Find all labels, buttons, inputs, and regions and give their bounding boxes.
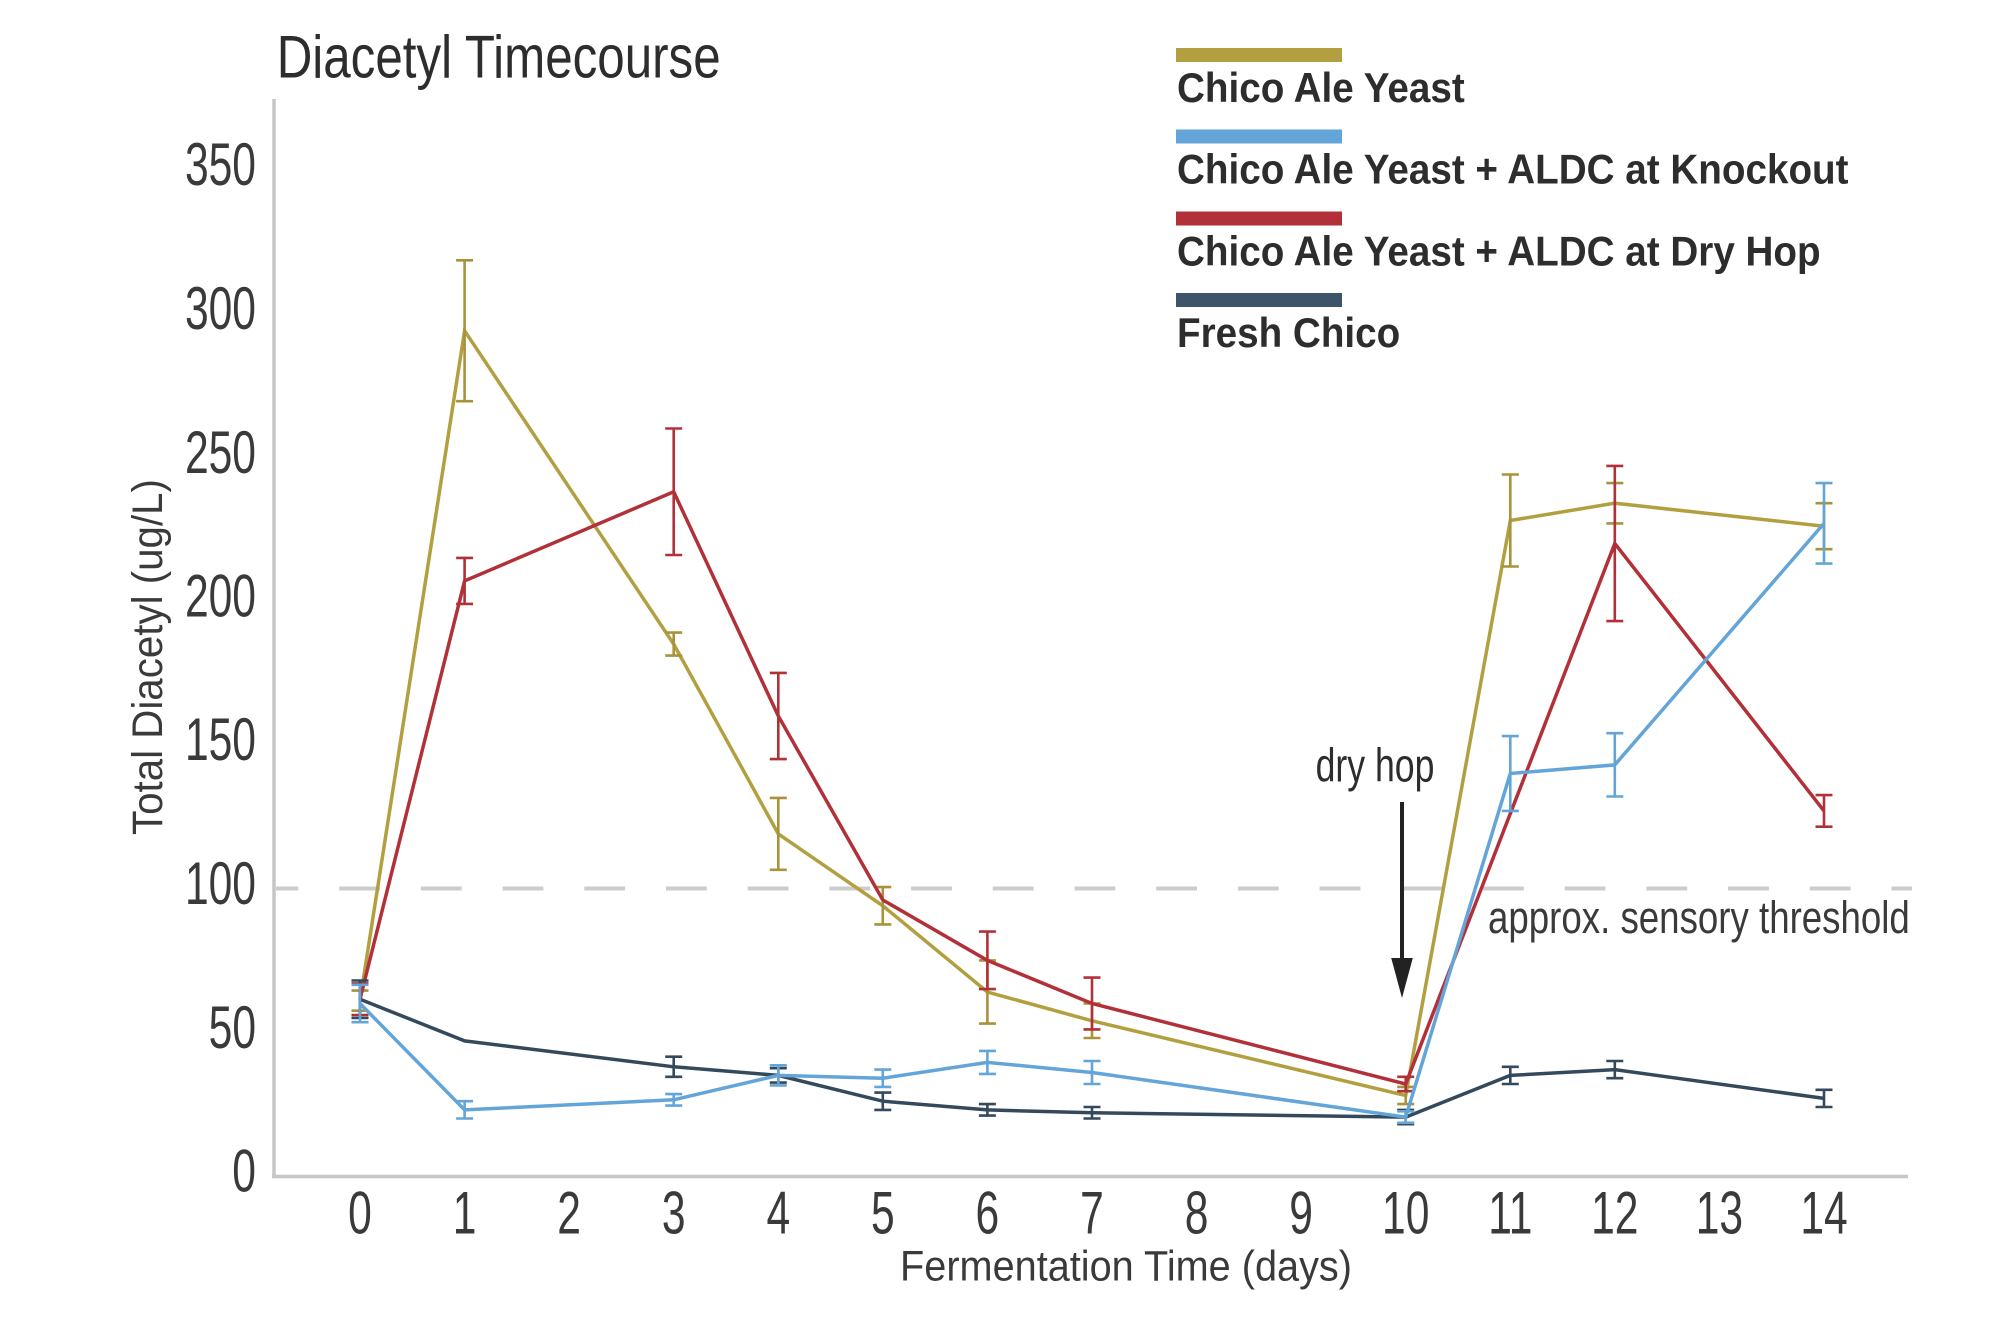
svg-text:10: 10 <box>1382 1180 1429 1247</box>
svg-text:4: 4 <box>766 1180 790 1247</box>
svg-text:14: 14 <box>1800 1180 1847 1247</box>
svg-text:Chico Ale Yeast + ALDC at Knoc: Chico Ale Yeast + ALDC at Knockout <box>1177 145 1849 193</box>
svg-text:9: 9 <box>1289 1180 1313 1247</box>
svg-text:0: 0 <box>348 1180 372 1247</box>
svg-text:1: 1 <box>453 1180 477 1247</box>
svg-text:Total Diacetyl (ug/L): Total Diacetyl (ug/L) <box>123 479 172 835</box>
svg-text:200: 200 <box>185 563 256 630</box>
svg-text:Fresh Chico: Fresh Chico <box>1177 308 1400 356</box>
svg-text:8: 8 <box>1185 1180 1209 1247</box>
svg-text:dry hop: dry hop <box>1316 739 1435 792</box>
svg-text:13: 13 <box>1696 1180 1743 1247</box>
svg-text:11: 11 <box>1488 1180 1532 1247</box>
svg-text:Chico Ale Yeast: Chico Ale Yeast <box>1177 63 1465 111</box>
svg-text:350: 350 <box>185 132 256 199</box>
svg-text:Fermentation Time (days): Fermentation Time (days) <box>900 1242 1352 1290</box>
svg-text:3: 3 <box>662 1180 686 1247</box>
svg-text:250: 250 <box>185 420 256 487</box>
svg-text:approx. sensory threshold: approx. sensory threshold <box>1488 892 1910 942</box>
svg-text:100: 100 <box>185 851 256 918</box>
svg-text:50: 50 <box>209 995 256 1062</box>
svg-text:6: 6 <box>976 1180 1000 1247</box>
svg-text:0: 0 <box>232 1138 256 1205</box>
svg-text:7: 7 <box>1080 1180 1104 1247</box>
svg-text:150: 150 <box>185 707 256 774</box>
svg-text:2: 2 <box>557 1180 581 1247</box>
svg-text:Chico Ale Yeast + ALDC at Dry: Chico Ale Yeast + ALDC at Dry Hop <box>1177 227 1821 275</box>
svg-text:300: 300 <box>185 276 256 343</box>
svg-text:12: 12 <box>1591 1180 1638 1247</box>
svg-text:5: 5 <box>871 1180 895 1247</box>
svg-text:Diacetyl Timecourse: Diacetyl Timecourse <box>277 23 721 91</box>
